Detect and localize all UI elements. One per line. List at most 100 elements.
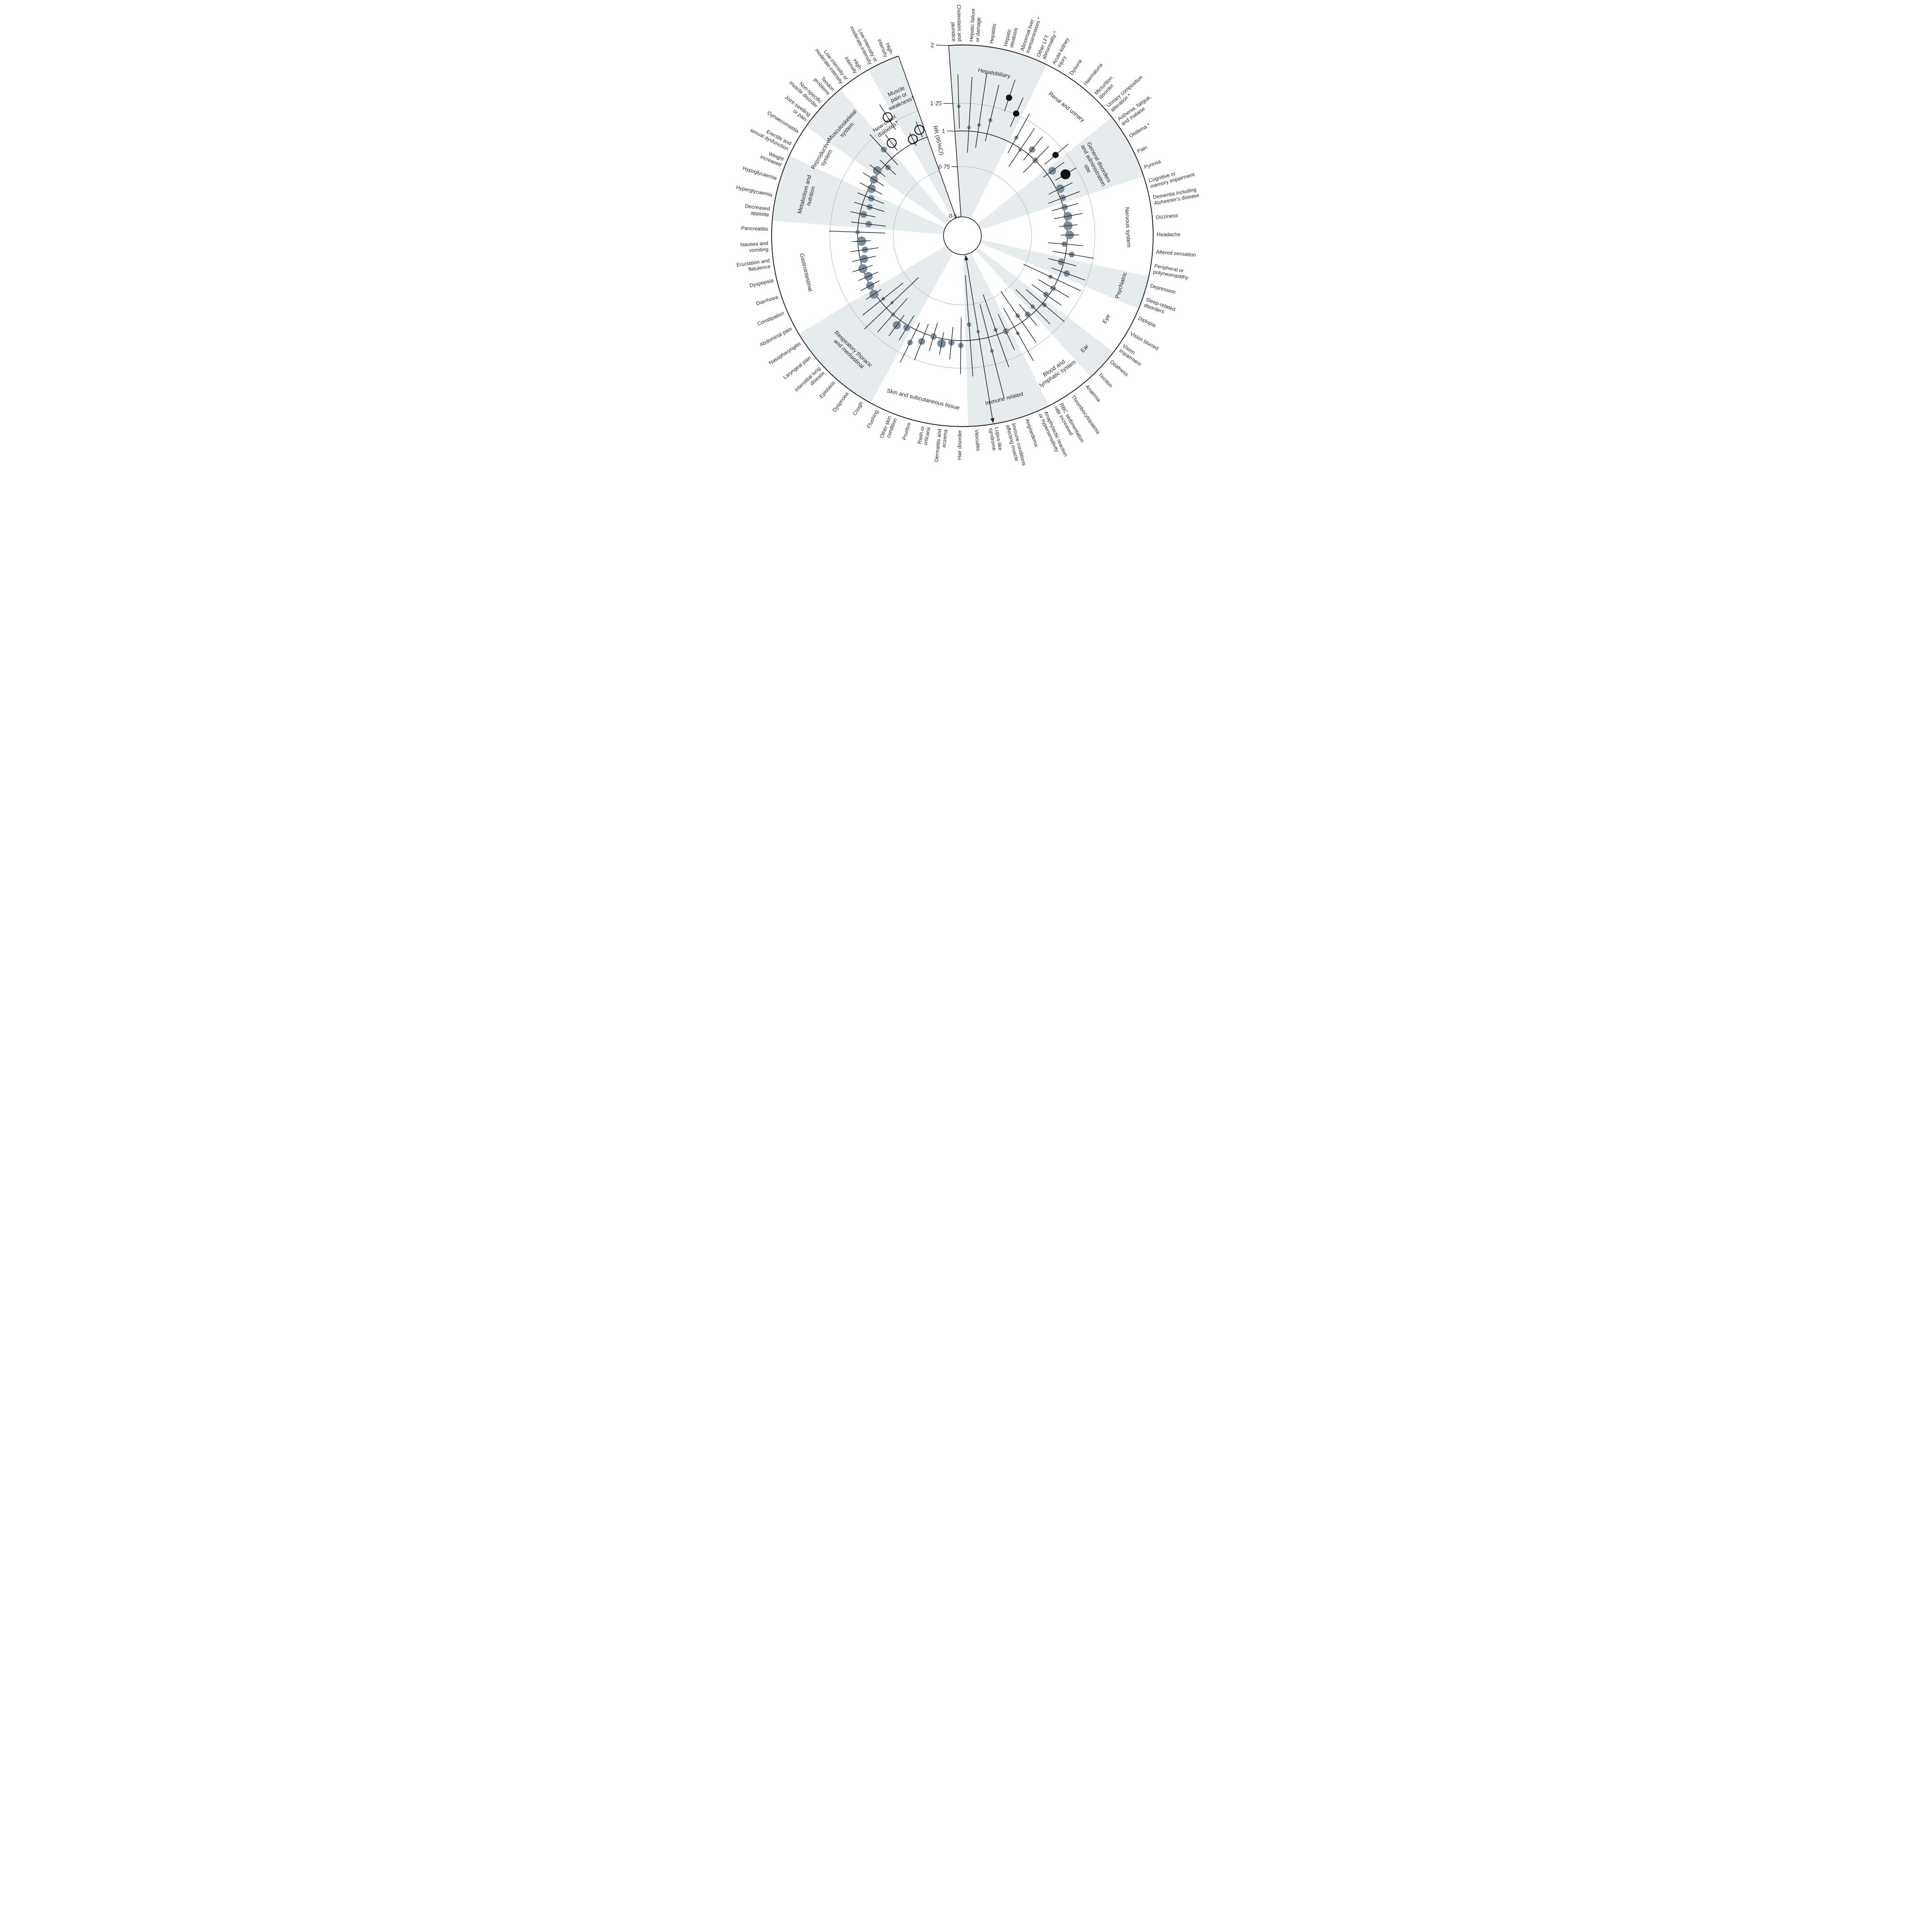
ci-line xyxy=(914,324,929,361)
ci-line xyxy=(939,332,944,355)
ci-line xyxy=(1023,264,1081,291)
event-label: Cholestasis andjaundice xyxy=(950,4,962,42)
event-label: Hepaticsteatosis xyxy=(1003,26,1019,48)
axis-gap-edge-1 xyxy=(898,56,957,218)
ci-line xyxy=(869,164,886,177)
event-label: Dyspepsia xyxy=(749,278,774,289)
event-label: Hair disorder xyxy=(957,430,963,460)
ci-line xyxy=(960,317,962,374)
event-label: Haematuria xyxy=(1083,62,1104,86)
ci-line xyxy=(850,211,876,218)
event-label: Low-intensity ormoderate-intensity xyxy=(814,44,849,85)
ci-line xyxy=(899,315,915,341)
ci-line xyxy=(1023,146,1049,173)
category-label-3: Nervous system xyxy=(1124,207,1132,247)
ci-line xyxy=(1048,191,1080,204)
ci-line xyxy=(916,121,923,138)
event-label: Deafness xyxy=(1109,360,1129,378)
circular-forest-figure: Cholestasis andjaundice Hepatic failureor… xyxy=(724,0,1208,480)
ci-line xyxy=(1048,182,1073,195)
event-label: Dysuria xyxy=(1069,58,1083,76)
ring-1.25 xyxy=(830,103,1096,369)
ci-line xyxy=(862,283,903,315)
event-label: Cognitive ormemory impairment xyxy=(1148,166,1195,189)
ci-line xyxy=(997,314,1015,350)
ci-line xyxy=(1019,304,1038,326)
ci-line xyxy=(1052,251,1094,259)
event-label: Headache xyxy=(1157,232,1181,238)
ci-line xyxy=(1051,267,1086,281)
ci-line xyxy=(949,327,953,360)
ci-line xyxy=(985,85,999,142)
event-label: Sleep-relateddisorders xyxy=(1143,297,1176,318)
ci-line xyxy=(965,255,994,423)
event-dot-open xyxy=(914,125,925,135)
event-label: Pyrexia xyxy=(1143,159,1162,170)
event-label: Peripheral orpolyneuropathy xyxy=(1153,264,1190,281)
category-label-9: Skin and subcutaneous tissue xyxy=(886,387,961,411)
ci-line xyxy=(885,134,898,151)
event-label: High-intensity xyxy=(843,53,863,75)
category-wedge-8 xyxy=(963,252,1049,427)
ci-line xyxy=(1038,279,1069,298)
ci-line xyxy=(1008,128,1035,167)
event-label: Pancreatitis xyxy=(741,226,768,232)
event-label: Eructation andflatulence xyxy=(736,258,771,274)
event-dot-black xyxy=(1052,152,1059,158)
ring-0.75 xyxy=(893,166,1032,306)
event-label: Hepatitis xyxy=(989,23,997,44)
ci-line xyxy=(1025,289,1065,322)
ci-line xyxy=(1059,224,1078,227)
event-label: Tinnitus xyxy=(1097,372,1114,389)
event-label: Weightincreased xyxy=(759,149,785,168)
event-label: Lupus-likesyndrome xyxy=(988,427,1003,452)
ci-line xyxy=(851,221,886,227)
category-wedge-10 xyxy=(799,245,953,403)
ci-line xyxy=(1007,113,1030,153)
category-wedge-14 xyxy=(806,89,951,225)
event-label: Hypoglycaemia xyxy=(742,166,777,181)
event-label: Pain xyxy=(1137,145,1148,154)
event-label: Vasculitis xyxy=(974,429,981,451)
category-label-11: Gastrointestinal xyxy=(799,252,813,292)
event-label: Oedema * xyxy=(1128,122,1151,139)
ci-line xyxy=(864,277,919,330)
event-label: Dyspnoea xyxy=(832,391,850,413)
ci-line xyxy=(866,289,882,300)
ci-line xyxy=(829,230,885,234)
ci-line xyxy=(877,298,908,333)
ci-line xyxy=(860,280,880,291)
event-label: Immune conditionsaffecting muscle xyxy=(1005,423,1027,468)
category-wedge-6 xyxy=(975,247,1114,377)
event-label: Constipation xyxy=(757,310,785,327)
outer-arc xyxy=(771,45,1154,427)
event-label: Tendonproblems xyxy=(813,73,836,96)
event-dot-open xyxy=(882,112,893,122)
ci-line xyxy=(957,74,960,129)
ci-line xyxy=(1048,242,1083,246)
ci-line xyxy=(900,323,920,363)
event-label: Cough xyxy=(852,401,864,417)
event-label: Hyperglycaemia xyxy=(736,185,773,198)
chart-svg: Cholestasis andjaundice Hepatic failureor… xyxy=(736,4,1200,468)
ci-line xyxy=(880,160,896,175)
ci-line xyxy=(851,240,871,242)
ci-line xyxy=(1048,258,1077,266)
ci-line xyxy=(888,315,905,337)
event-label: Anaemia xyxy=(1084,384,1102,403)
ci-arrowhead xyxy=(964,255,969,261)
event-label: Nausea andvomiting xyxy=(740,241,768,254)
ci-line xyxy=(869,134,898,166)
category-label-7: Blood andlymphatic system xyxy=(1034,353,1077,388)
event-label: Pruritus xyxy=(902,422,912,441)
event-label: Epistaxis xyxy=(819,380,837,400)
ci-line xyxy=(852,265,873,273)
tick-label: 1·25 xyxy=(930,100,942,107)
event-label: Rash orurticaria xyxy=(917,425,932,446)
ci-line xyxy=(1003,308,1034,361)
event-label: Hepatic failureor damage xyxy=(969,9,983,42)
ci-line xyxy=(979,304,1005,399)
event-label: Other skincondition xyxy=(879,415,899,441)
ci-line xyxy=(852,256,876,262)
category-label-5: Eye xyxy=(1101,313,1111,325)
